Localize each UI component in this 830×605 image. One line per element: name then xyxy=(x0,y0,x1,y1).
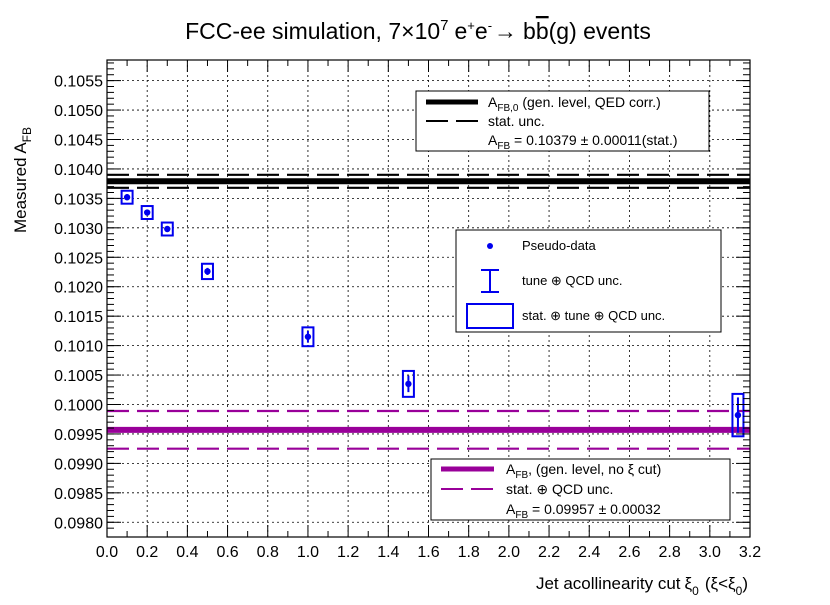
x-tick-label: 2.4 xyxy=(578,544,600,561)
y-tick-label: 0.1055 xyxy=(54,74,103,91)
y-tick-label: 0.1020 xyxy=(54,280,103,297)
legend-middle: Pseudo-data tune ⊕ QCD unc. stat. ⊕ tune… xyxy=(455,229,722,333)
x-tick-label: 0.4 xyxy=(176,544,198,561)
y-tick-label: 0.1040 xyxy=(54,162,103,179)
x-axis: 0.0 0.2 0.4 0.6 0.8 1.0 1.2 1.4 1.6 1.8 2.0 2.2 2.4 2… xyxy=(96,60,761,561)
data-point xyxy=(734,411,742,419)
y-axis: 0.0980 0.0985 0.0990 0.0995 0.1000 0.1005 0.10… xyxy=(54,62,750,532)
legend-middle-box xyxy=(455,229,722,333)
legend-bottom: AFB, (gen. level, no ξ cut) stat. ⊕ QCD … xyxy=(430,458,731,521)
x-tick-label: 2.8 xyxy=(659,544,681,561)
y-tick-label: 0.1050 xyxy=(54,103,103,120)
legend-top-entry-1: AFB,0 (gen. level, QED corr.) xyxy=(488,94,661,114)
legend-top: AFB,0 (gen. level, QED corr.) stat. unc.… xyxy=(415,90,710,152)
legend-bottom-entry-2: stat. ⊕ QCD unc. xyxy=(506,481,613,497)
x-tick-label: 0.8 xyxy=(257,544,279,561)
y-tick-label: 0.0985 xyxy=(54,486,103,503)
data-total-unc-box xyxy=(120,189,134,205)
x-tick-label: 3.2 xyxy=(739,544,761,561)
x-tick-label: 0.6 xyxy=(216,544,238,561)
legend-top-entry-2: stat. unc. xyxy=(488,113,545,129)
data-total-unc-box xyxy=(200,262,214,281)
data-total-unc-box xyxy=(731,392,745,438)
y-tick-label: 0.1025 xyxy=(54,250,103,267)
data-point xyxy=(304,333,312,340)
data-total-unc-box xyxy=(140,205,154,221)
data-total-unc-box xyxy=(301,326,315,348)
x-axis-label: Jet acollinearity cut ξ0 (ξ<ξ0) xyxy=(536,574,748,598)
x-tick-label: 1.8 xyxy=(458,544,480,561)
y-tick-label: 0.1005 xyxy=(54,368,103,385)
x-tick-label: 1.0 xyxy=(297,544,319,561)
legend-tune-qcd-marker xyxy=(481,269,499,293)
x-tick-label: 1.4 xyxy=(377,544,399,561)
legend-middle-entry-3: stat. ⊕ tune ⊕ QCD unc. xyxy=(522,308,665,323)
data-points xyxy=(120,189,745,438)
legend-bottom-entry-1: AFB, (gen. level, no ξ cut) xyxy=(506,461,661,481)
y-axis-label: Measured AFB xyxy=(11,127,34,233)
data-point xyxy=(164,225,171,233)
y-tick-label: 0.0990 xyxy=(54,456,103,473)
y-tick-label: 0.1030 xyxy=(54,221,103,238)
y-tick-label: 0.1045 xyxy=(54,133,103,150)
y-tick-label: 0.0995 xyxy=(54,427,103,444)
x-tick-label: 2.2 xyxy=(538,544,560,561)
bbar: b xyxy=(536,18,549,44)
legend-top-entry-3: AFB = 0.10379 ± 0.00011(stat.) xyxy=(488,132,678,152)
data-point xyxy=(204,268,211,275)
legend-bottom-entry-3: AFB = 0.09957 ± 0.00032 xyxy=(506,501,661,521)
y-tick-label: 0.1010 xyxy=(54,339,103,356)
y-tick-label: 0.1000 xyxy=(54,398,103,415)
x-tick-label: 0.0 xyxy=(96,544,118,561)
x-tick-label: 0.2 xyxy=(136,544,158,561)
chart-title: FCC-ee simulation, 7×107 e+e-→ bb(g) event… xyxy=(185,17,651,44)
y-tick-label: 0.1015 xyxy=(54,309,103,326)
data-total-unc-box xyxy=(160,221,174,237)
data-total-unc-box xyxy=(401,369,415,398)
x-tick-label: 1.2 xyxy=(337,544,359,561)
x-tick-label: 2.0 xyxy=(498,544,520,561)
legend-middle-entry-1: Pseudo-data xyxy=(522,238,596,253)
data-point xyxy=(143,209,151,216)
reference-lines xyxy=(107,173,750,450)
x-tick-label: 1.6 xyxy=(417,544,439,561)
x-tick-label: 3.0 xyxy=(699,544,721,561)
y-tick-label: 0.1035 xyxy=(54,191,103,208)
y-tick-label: 0.0980 xyxy=(54,515,103,532)
x-tick-label: 2.6 xyxy=(618,544,640,561)
legend-stat-tune-qcd-marker xyxy=(466,303,514,329)
data-point xyxy=(123,194,131,201)
data-point xyxy=(405,380,412,388)
legend-pseudo-data-marker xyxy=(487,243,493,249)
legend-middle-entry-2: tune ⊕ QCD unc. xyxy=(522,273,623,288)
